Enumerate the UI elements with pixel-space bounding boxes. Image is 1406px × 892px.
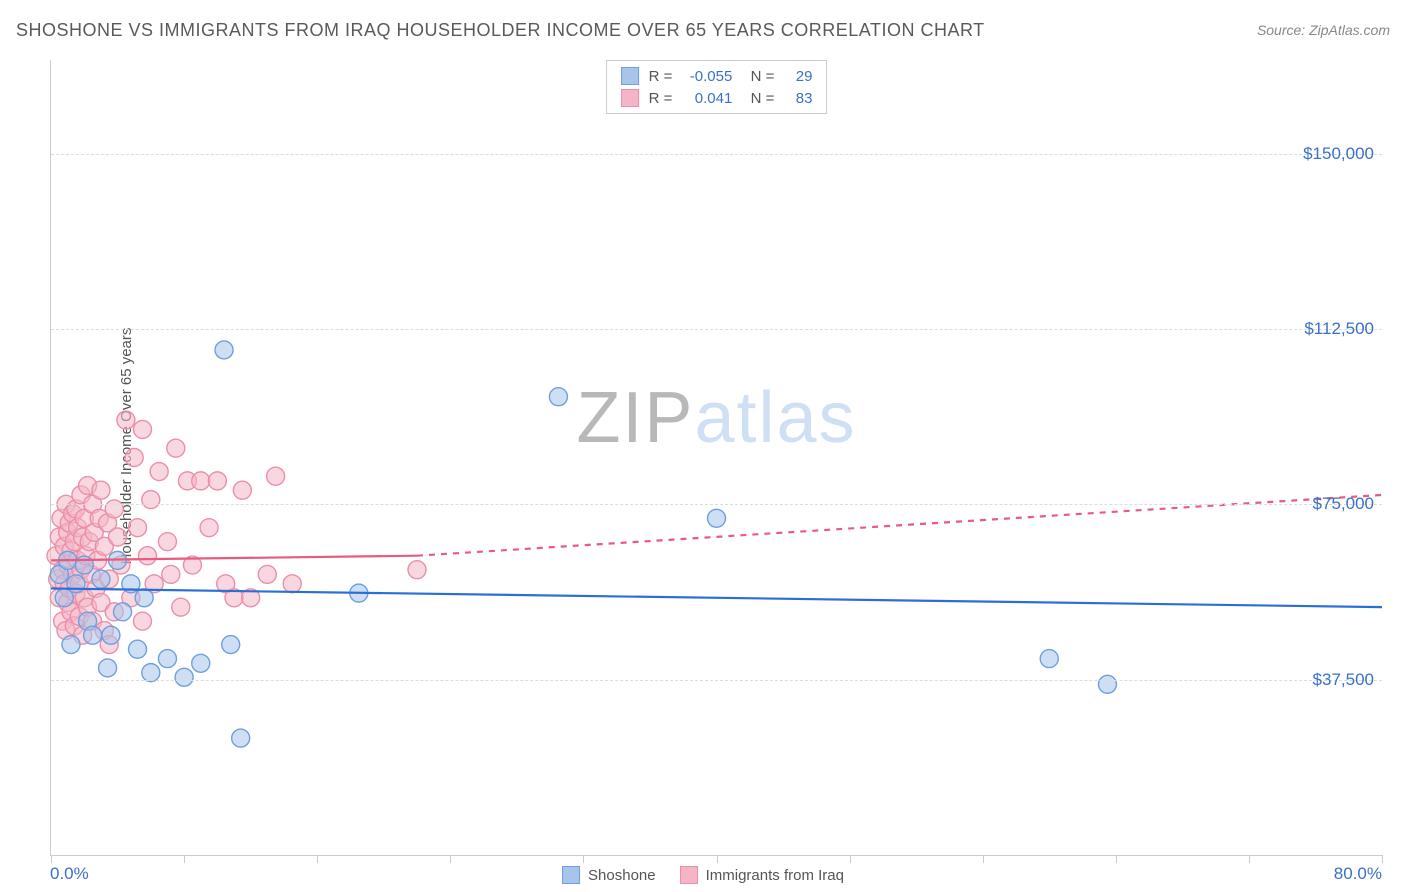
x-tick: [1382, 855, 1383, 863]
shoshone-point: [67, 575, 85, 593]
x-tick: [317, 855, 318, 863]
scatter-plot-svg: [51, 60, 1382, 855]
legend-stat-row: R = -0.055 N = 29: [621, 65, 813, 87]
y-tick-label: $150,000: [1303, 144, 1374, 164]
shoshone-point: [175, 668, 193, 686]
shoshone-point: [1040, 650, 1058, 668]
legend-item: Shoshone: [562, 866, 656, 884]
legend-swatch: [621, 89, 639, 107]
iraq-point: [158, 533, 176, 551]
gridline: [51, 154, 1382, 155]
shoshone-point: [232, 729, 250, 747]
shoshone-point: [192, 654, 210, 672]
legend-swatch: [562, 866, 580, 884]
iraq-point: [134, 612, 152, 630]
shoshone-point: [222, 636, 240, 654]
shoshone-point: [92, 570, 110, 588]
legend-swatch: [680, 866, 698, 884]
source-attribution: Source: ZipAtlas.com: [1257, 22, 1390, 38]
chart-title: SHOSHONE VS IMMIGRANTS FROM IRAQ HOUSEHO…: [16, 20, 985, 41]
x-tick: [51, 855, 52, 863]
shoshone-point: [215, 341, 233, 359]
legend-label: Immigrants from Iraq: [706, 867, 844, 884]
x-tick: [184, 855, 185, 863]
legend-r-label: R =: [649, 90, 673, 107]
shoshone-point: [75, 556, 93, 574]
shoshone-point: [114, 603, 132, 621]
iraq-point: [167, 439, 185, 457]
x-tick: [583, 855, 584, 863]
iraq-point: [134, 420, 152, 438]
legend-r-label: R =: [649, 68, 673, 85]
legend-label: Shoshone: [588, 867, 656, 884]
x-tick: [850, 855, 851, 863]
iraq-point: [117, 411, 135, 429]
legend-n-label: N =: [742, 90, 774, 107]
iraq-point: [142, 491, 160, 509]
iraq-point: [109, 528, 127, 546]
iraq-point: [200, 519, 218, 537]
shoshone-point: [102, 626, 120, 644]
shoshone-point: [62, 636, 80, 654]
iraq-point: [162, 565, 180, 583]
shoshone-point: [84, 626, 102, 644]
legend-stat-row: R = 0.041 N = 83: [621, 87, 813, 109]
legend-n-value: 83: [784, 90, 812, 107]
iraq-point: [150, 463, 168, 481]
gridline: [51, 329, 1382, 330]
iraq-point: [283, 575, 301, 593]
iraq-point: [129, 519, 147, 537]
iraq-point: [208, 472, 226, 490]
shoshone-point: [99, 659, 117, 677]
legend-swatch: [621, 67, 639, 85]
shoshone-point: [1098, 675, 1116, 693]
y-tick-label: $37,500: [1313, 670, 1374, 690]
x-tick: [1249, 855, 1250, 863]
iraq-point: [172, 598, 190, 616]
legend-n-label: N =: [742, 68, 774, 85]
gridline: [51, 680, 1382, 681]
x-tick: [983, 855, 984, 863]
iraq-point: [258, 565, 276, 583]
iraq-point: [233, 481, 251, 499]
shoshone-point: [549, 388, 567, 406]
x-axis-max-label: 80.0%: [1334, 864, 1382, 884]
x-axis-min-label: 0.0%: [50, 864, 89, 884]
shoshone-point: [135, 589, 153, 607]
y-tick-label: $112,500: [1304, 319, 1374, 339]
series-legend: Shoshone Immigrants from Iraq: [562, 866, 844, 884]
iraq-point: [105, 500, 123, 518]
iraq-point: [92, 481, 110, 499]
iraq-point: [408, 561, 426, 579]
gridline: [51, 504, 1382, 505]
iraq-point: [138, 547, 156, 565]
iraq-point: [192, 472, 210, 490]
shoshone-point: [129, 640, 147, 658]
shoshone-point: [158, 650, 176, 668]
y-tick-label: $75,000: [1313, 494, 1374, 514]
chart-plot-area: R =-0.055 N =29R =0.041 N =83 ZIPatlas $…: [50, 60, 1382, 856]
legend-r-value: 0.041: [682, 90, 732, 107]
correlation-legend: R = -0.055 N = 29 R = 0.041 N = 83: [606, 60, 828, 114]
legend-item: Immigrants from Iraq: [680, 866, 844, 884]
shoshone-point: [708, 509, 726, 527]
iraq-point: [125, 449, 143, 467]
legend-r-value: -0.055: [682, 68, 732, 85]
x-tick: [450, 855, 451, 863]
legend-n-value: 29: [784, 68, 812, 85]
iraq-point: [267, 467, 285, 485]
x-tick: [717, 855, 718, 863]
x-tick: [1116, 855, 1117, 863]
